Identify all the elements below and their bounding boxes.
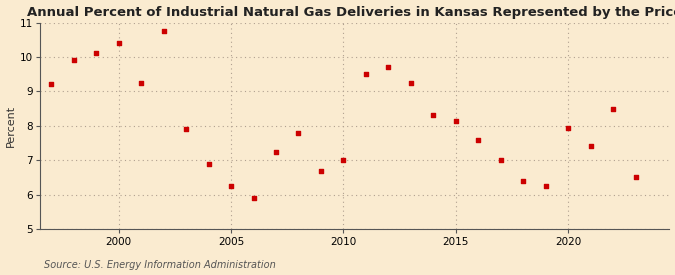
Point: [360, 72, 371, 76]
Point: [90, 51, 101, 56]
Point: [406, 81, 416, 85]
Point: [495, 158, 506, 163]
Point: [563, 125, 574, 130]
Point: [383, 65, 394, 70]
Point: [315, 168, 326, 173]
Point: [450, 119, 461, 123]
Text: Source: U.S. Energy Information Administration: Source: U.S. Energy Information Administ…: [44, 260, 275, 270]
Point: [630, 175, 641, 180]
Point: [68, 58, 79, 63]
Point: [518, 179, 529, 183]
Point: [271, 149, 281, 154]
Point: [608, 106, 618, 111]
Point: [585, 144, 596, 149]
Point: [158, 29, 169, 33]
Point: [181, 127, 192, 131]
Point: [225, 184, 236, 188]
Point: [203, 161, 214, 166]
Point: [136, 81, 146, 85]
Point: [541, 184, 551, 188]
Point: [473, 138, 484, 142]
Y-axis label: Percent: Percent: [5, 105, 16, 147]
Point: [338, 158, 349, 163]
Point: [293, 131, 304, 135]
Point: [46, 82, 57, 87]
Point: [248, 196, 259, 200]
Point: [113, 41, 124, 45]
Point: [428, 113, 439, 118]
Title: Annual Percent of Industrial Natural Gas Deliveries in Kansas Represented by the: Annual Percent of Industrial Natural Gas…: [27, 6, 675, 18]
